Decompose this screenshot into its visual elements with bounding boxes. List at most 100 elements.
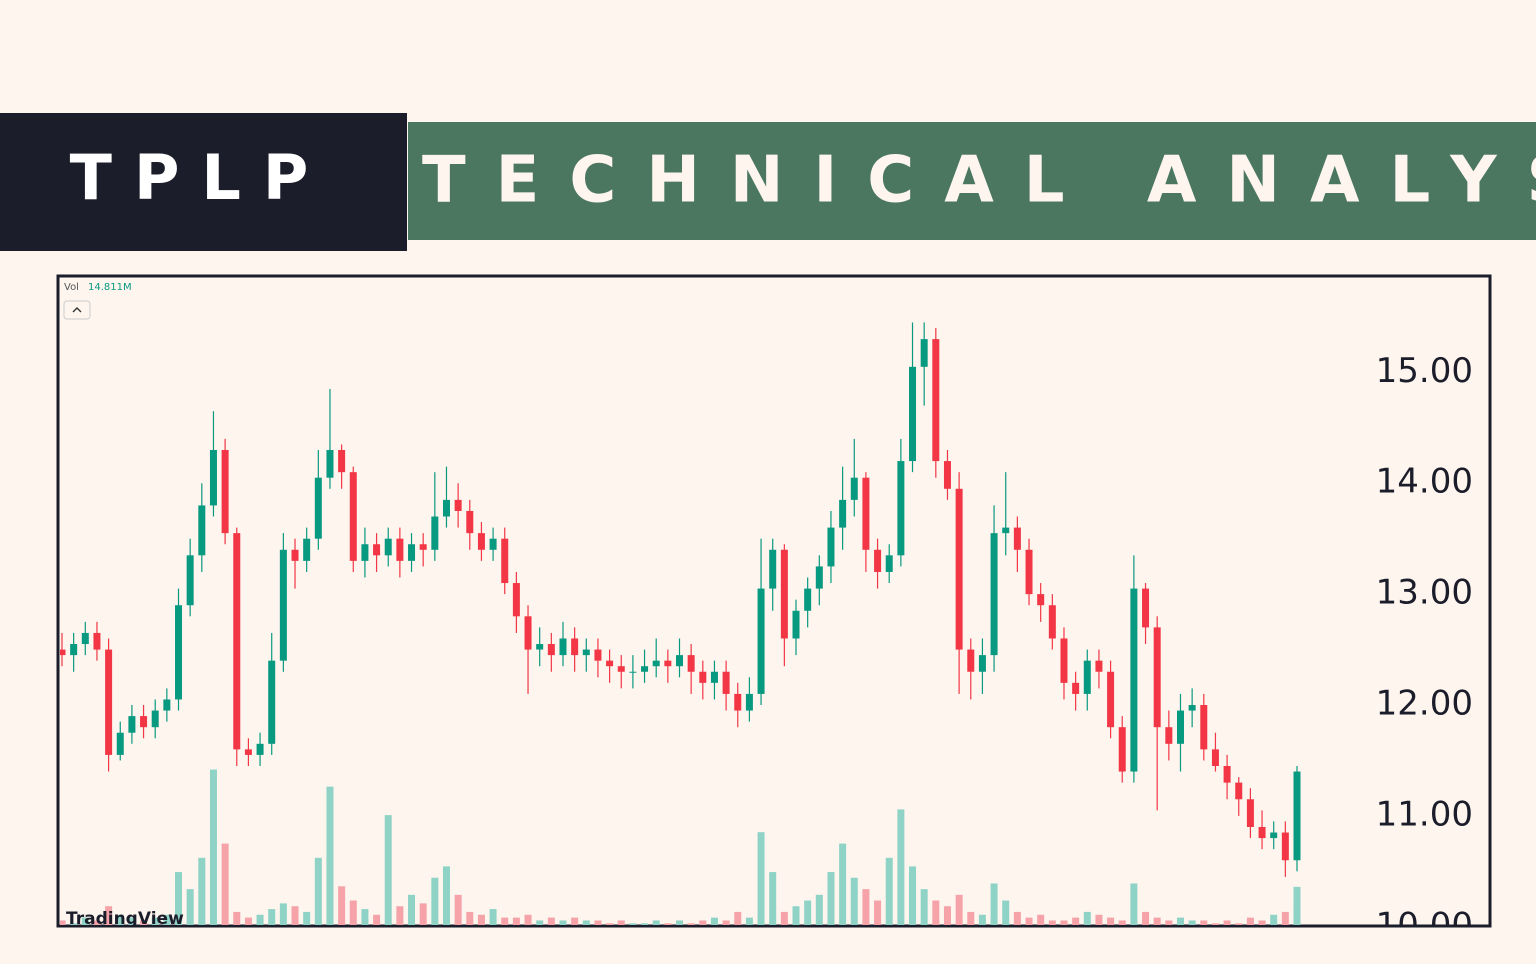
watermark: TradingView [66, 909, 184, 929]
volume-bar [442, 866, 450, 925]
candle-body [396, 538, 404, 561]
candle-body [885, 555, 893, 572]
candle-body [955, 488, 963, 650]
volume-bar [314, 857, 322, 925]
candle-body [326, 449, 334, 478]
candle-body [1176, 710, 1184, 744]
candle-body [757, 588, 765, 694]
volume-bar [163, 914, 171, 925]
candle-body [1025, 549, 1033, 595]
volume-bar [186, 889, 194, 925]
volume-bar [303, 911, 311, 925]
candle-body [967, 649, 975, 672]
volume-bar [629, 923, 637, 925]
candle-body [419, 544, 427, 550]
volume-bar [571, 917, 579, 925]
volume-bar [198, 857, 206, 925]
volume-bar [512, 917, 520, 925]
ticker: TPLP [70, 141, 331, 214]
candle-body [70, 644, 78, 656]
volume-bar [338, 886, 346, 925]
volume-bar [244, 917, 252, 925]
candle-body [1060, 638, 1068, 683]
candle-body [1246, 799, 1254, 827]
candle-body [198, 505, 206, 556]
volume-bar [1037, 914, 1045, 925]
candle-body [827, 527, 835, 567]
candle-body [629, 671, 637, 673]
volume-bar [536, 920, 544, 925]
candle-body [1142, 588, 1150, 628]
ticker-box [0, 113, 407, 251]
candle-body [617, 666, 625, 672]
volume-bar [850, 877, 858, 925]
candle-body [641, 666, 649, 672]
candle-body [105, 649, 113, 755]
candle-body [676, 655, 683, 667]
candle-body [81, 632, 89, 645]
candle-body [547, 644, 555, 656]
volume-bar [128, 917, 136, 925]
volume-bar [396, 906, 404, 925]
candle-body [60, 649, 66, 656]
volume-name: Vol [64, 282, 79, 293]
candle-body [1223, 766, 1231, 783]
candle-body [384, 538, 392, 556]
candle-body [116, 732, 124, 755]
volume-bar [1153, 917, 1161, 925]
candle-body [1013, 527, 1021, 550]
volume-bar [909, 866, 917, 925]
candle-body [943, 461, 951, 489]
candle-body [722, 671, 730, 694]
volume-bar [1095, 914, 1103, 925]
volume-bar [419, 903, 427, 925]
volume-bar [745, 917, 753, 925]
volume-bar [862, 889, 870, 925]
candle-body [512, 583, 520, 617]
candle-body [489, 538, 497, 550]
candle-body [582, 649, 590, 656]
volume-bar [256, 914, 264, 925]
volume-bar [1013, 911, 1021, 925]
candle-body [1211, 749, 1219, 766]
candle-body [163, 699, 171, 711]
volume-bar [477, 914, 485, 925]
title-band [408, 122, 1536, 240]
candle-body [338, 449, 346, 473]
volume-bar [326, 786, 334, 925]
candle-body [477, 533, 485, 550]
candle-body [990, 533, 998, 656]
volume-bar [268, 909, 276, 925]
volume-bar [804, 900, 812, 925]
y-tick-label: 11.00 [1376, 794, 1473, 834]
candle-body [303, 538, 311, 561]
volume-bar [1246, 917, 1254, 925]
volume-bar [967, 911, 975, 925]
volume-bar [617, 920, 625, 925]
volume-bar [582, 920, 590, 925]
volume-bar [920, 889, 928, 925]
candle-body [978, 655, 986, 672]
candle-body [175, 605, 183, 700]
collapse-button[interactable] [63, 300, 91, 320]
candle-body [524, 616, 532, 650]
volume-bar [1165, 920, 1173, 925]
volume-bar [815, 894, 823, 925]
candle-body [1048, 605, 1056, 639]
y-tick-label: 15.00 [1376, 351, 1473, 391]
volume-bar [151, 917, 159, 925]
volume-bar [978, 914, 986, 925]
candle-body [699, 671, 707, 683]
volume-bar [955, 894, 963, 925]
volume-bar [454, 894, 462, 925]
volume-bar [885, 857, 893, 925]
candle-body [291, 549, 299, 561]
volume-bar [105, 906, 113, 925]
volume-bar [1258, 920, 1266, 925]
candle-body [1281, 832, 1289, 861]
candle-body [815, 566, 823, 589]
candle-body [501, 538, 509, 584]
volume-bar [757, 832, 765, 925]
candle-body [349, 472, 357, 561]
volume-bar [1293, 886, 1301, 925]
